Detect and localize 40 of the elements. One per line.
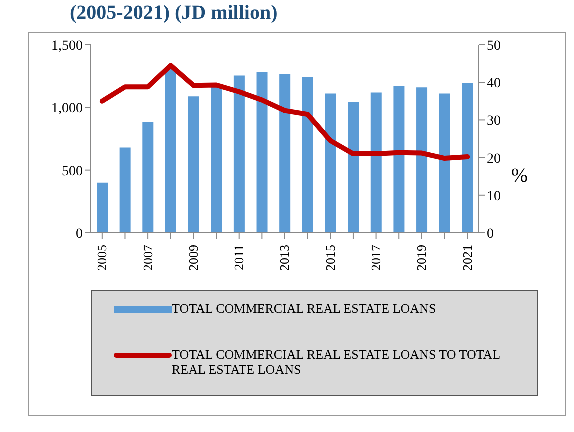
bar bbox=[348, 102, 360, 233]
y2-axis-title: % bbox=[511, 165, 528, 188]
bar bbox=[416, 88, 428, 233]
x-tick-label: 2005 bbox=[94, 245, 110, 271]
y2-tick-label: 50 bbox=[487, 38, 501, 54]
y2-tick-label: 10 bbox=[487, 189, 501, 204]
bar bbox=[302, 77, 314, 233]
bar bbox=[211, 86, 222, 233]
bar bbox=[280, 74, 291, 233]
bar bbox=[439, 94, 450, 233]
bar bbox=[120, 148, 131, 233]
legend-label: TOTAL COMMERCIAL REAL ESTATE LOANS bbox=[172, 301, 438, 316]
bar bbox=[97, 182, 108, 233]
x-tick-label: 2015 bbox=[322, 245, 338, 271]
y-tick-label: 1,500 bbox=[52, 38, 83, 54]
chart-title: (2005-2021) (JD million) bbox=[70, 2, 278, 25]
bar bbox=[234, 76, 245, 233]
x-tick-label: 2013 bbox=[277, 245, 292, 271]
bar bbox=[165, 68, 176, 233]
x-tick-label: 2021 bbox=[460, 245, 475, 271]
y2-tick-label: 30 bbox=[487, 114, 501, 130]
bar bbox=[394, 86, 405, 233]
bar bbox=[325, 94, 336, 233]
x-tick-label: 2011 bbox=[232, 245, 247, 271]
bar bbox=[188, 96, 200, 233]
bar bbox=[256, 72, 268, 233]
bar bbox=[370, 92, 382, 233]
y-tick-label: 500 bbox=[62, 164, 83, 180]
bar bbox=[462, 83, 474, 233]
x-tick-label: 2019 bbox=[414, 245, 430, 271]
y-tick-label: 1,000 bbox=[52, 102, 83, 117]
bar bbox=[142, 122, 154, 233]
y2-tick-label: 0 bbox=[487, 226, 494, 242]
x-tick-label: 2017 bbox=[368, 244, 384, 271]
y2-tick-label: 20 bbox=[487, 152, 501, 167]
y-tick-label: 0 bbox=[76, 226, 83, 242]
legend-label: TOTAL COMMERCIAL REAL ESTATE LOANS TO TOTAL REAL ESTATE LOANS bbox=[172, 347, 502, 377]
x-tick-label: 2009 bbox=[186, 245, 201, 271]
y2-tick-label: 40 bbox=[487, 76, 501, 92]
x-tick-label: 2007 bbox=[140, 244, 156, 271]
